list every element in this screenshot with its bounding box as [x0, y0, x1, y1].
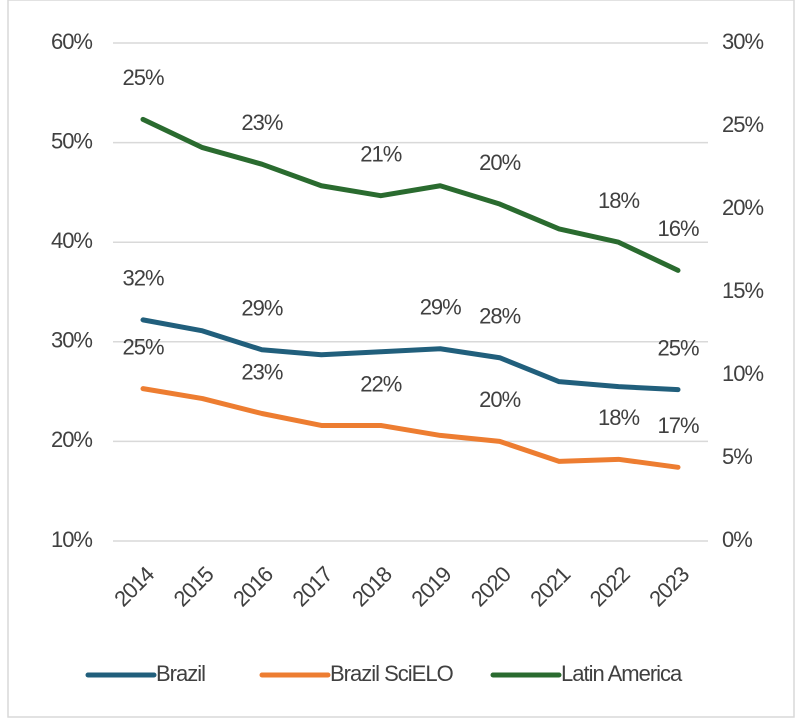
data-label: 25%	[122, 334, 163, 359]
data-label: 29%	[420, 295, 461, 320]
legend-label: Brazil	[156, 661, 205, 686]
y2-tick-label: 20%	[722, 195, 763, 220]
series-line	[140, 116, 681, 273]
data-label: 22%	[360, 371, 401, 396]
data-label: 23%	[241, 110, 282, 135]
y2-tick-label: 10%	[722, 361, 763, 386]
chart-frame	[7, 0, 795, 718]
series-line	[140, 317, 681, 393]
x-tick-label: 2020	[466, 561, 516, 611]
data-label: 29%	[241, 296, 282, 321]
data-label: 18%	[598, 188, 639, 213]
data-label: 16%	[657, 216, 698, 241]
data-label: 17%	[657, 413, 698, 438]
x-tick-label: 2022	[585, 561, 635, 611]
data-label: 23%	[241, 359, 282, 384]
x-tick-label: 2018	[347, 561, 397, 611]
legend-label: Latin America	[561, 661, 683, 686]
y-tick-label: 50%	[51, 128, 92, 153]
x-tick-label: 2017	[288, 561, 338, 611]
series-line	[140, 386, 681, 470]
y-tick-label: 10%	[51, 527, 92, 552]
y2-tick-label: 15%	[722, 278, 763, 303]
y2-tick-label: 0%	[722, 527, 752, 552]
data-label: 20%	[479, 387, 520, 412]
y2-tick-label: 25%	[722, 112, 763, 137]
y2-tick-label: 5%	[722, 444, 752, 469]
x-tick-label: 2014	[109, 561, 159, 611]
data-label: 32%	[122, 266, 163, 291]
legend-label: Brazil SciELO	[330, 661, 454, 686]
y-tick-label: 30%	[51, 328, 92, 353]
y-tick-label: 20%	[51, 427, 92, 452]
x-tick-label: 2019	[406, 561, 456, 611]
data-label: 25%	[122, 65, 163, 90]
data-label: 20%	[479, 150, 520, 175]
data-label: 18%	[598, 405, 639, 430]
x-tick-label: 2023	[644, 561, 694, 611]
data-label: 21%	[360, 142, 401, 167]
x-tick-label: 2021	[525, 561, 575, 611]
data-label: 25%	[657, 335, 698, 360]
x-tick-label: 2015	[169, 561, 219, 611]
x-tick-label: 2016	[228, 561, 278, 611]
y-tick-label: 60%	[51, 29, 92, 54]
y-tick-label: 40%	[51, 228, 92, 253]
y2-tick-label: 30%	[722, 29, 763, 54]
data-label: 28%	[479, 304, 520, 329]
